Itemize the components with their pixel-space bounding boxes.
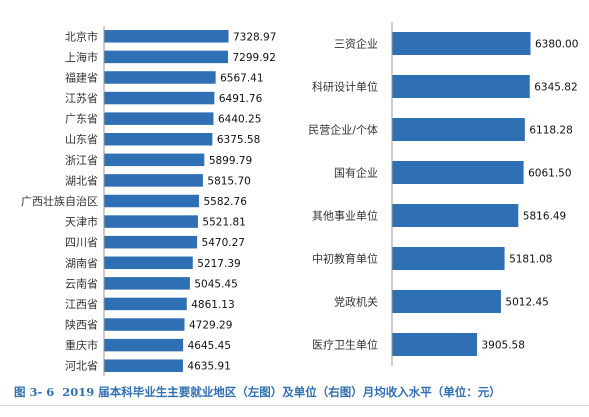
right-category-label: 三资企业 <box>334 37 378 51</box>
left-bar <box>104 112 214 125</box>
left-bar <box>104 215 198 228</box>
right-bar <box>392 75 530 98</box>
left-value-label: 5045.45 <box>194 278 237 290</box>
left-value-label: 6440.25 <box>218 114 261 126</box>
right-bar <box>392 290 501 313</box>
right-value-label: 5816.49 <box>523 211 566 223</box>
left-category-label: 湖南省 <box>65 257 98 270</box>
left-bar <box>104 235 198 249</box>
right-category-label: 国有企业 <box>334 166 378 180</box>
left-category-label: 上海市 <box>65 50 98 64</box>
left-bar <box>104 194 199 208</box>
caption-divider <box>0 405 589 406</box>
left-category-label: 山东省 <box>65 133 98 146</box>
left-category-label: 天津市 <box>65 215 98 229</box>
left-bar <box>104 277 190 290</box>
right-bar-chart: 三资企业 6380.00 科研设计单位 6345.82 民营企业/个体 6118.28 国有… <box>308 22 578 366</box>
left-value-label: 5899.79 <box>209 155 252 167</box>
right-bar <box>392 118 525 141</box>
right-category-label: 科研设计单位 <box>312 80 378 94</box>
figure-number: 图 3- 6 <box>14 385 55 399</box>
left-category-label: 陕西省 <box>65 318 98 332</box>
left-category-label: 广西壮族自治区 <box>21 194 98 208</box>
left-value-label: 7328.97 <box>233 31 276 43</box>
left-value-label: 5815.70 <box>207 175 250 187</box>
right-bar <box>392 32 531 55</box>
left-value-label: 4635.91 <box>187 361 230 373</box>
right-category-label: 民营企业/个体 <box>308 123 378 137</box>
figure-caption: 图 3- 6 2019 届本科毕业生主要就业地区（左图）及单位（右图）月均收入水平… <box>14 384 584 400</box>
right-bar <box>392 204 519 227</box>
left-category-label: 云南省 <box>65 277 98 290</box>
left-category-label: 福建省 <box>65 70 98 84</box>
left-bar <box>104 338 184 352</box>
left-value-label: 7299.92 <box>233 52 276 64</box>
left-category-label: 浙江省 <box>65 154 98 167</box>
right-bar <box>392 247 505 270</box>
right-value-label: 6061.50 <box>528 168 571 180</box>
left-category-label: 江西省 <box>65 298 98 311</box>
left-category-label: 重庆市 <box>65 338 98 352</box>
right-value-label: 6380.00 <box>535 39 578 51</box>
left-bar-chart: 北京市 7328.97 上海市 7299.92 福建省 6567.41 江苏省 6491.76… <box>21 26 276 376</box>
left-bar <box>104 91 215 105</box>
left-category-label: 江苏省 <box>65 92 98 105</box>
right-value-label: 5012.45 <box>505 297 548 309</box>
left-value-label: 5521.81 <box>202 217 245 229</box>
left-bar <box>104 71 216 84</box>
right-category-label: 医疗卫生单位 <box>312 338 378 352</box>
left-value-label: 4645.45 <box>188 340 231 352</box>
right-category-label: 党政机关 <box>334 295 378 309</box>
right-value-label: 3905.58 <box>481 340 524 352</box>
left-bar <box>104 318 185 331</box>
right-bar <box>392 161 524 184</box>
left-value-label: 6491.76 <box>219 93 263 105</box>
left-bar <box>104 359 183 372</box>
left-category-label: 湖北省 <box>65 174 98 187</box>
left-bar <box>104 297 187 311</box>
left-bar <box>104 30 229 43</box>
left-category-label: 四川省 <box>65 236 98 249</box>
left-bar <box>104 174 203 187</box>
left-bar <box>104 153 205 167</box>
right-value-label: 5181.08 <box>509 254 552 266</box>
figure-caption-text: 2019 届本科毕业生主要就业地区（左图）及单位（右图）月均收入水平（单位：元） <box>62 385 501 399</box>
right-category-label: 其他事业单位 <box>312 209 378 223</box>
left-value-label: 4729.29 <box>189 320 232 332</box>
right-value-label: 6118.28 <box>529 125 572 137</box>
left-category-label: 广东省 <box>65 113 98 126</box>
right-value-label: 6345.82 <box>534 82 577 94</box>
left-value-label: 6375.58 <box>217 134 260 146</box>
left-value-label: 4861.13 <box>191 299 234 311</box>
left-bar <box>104 132 213 146</box>
left-bar <box>104 50 229 64</box>
left-category-label: 河北省 <box>65 360 98 373</box>
left-bar <box>104 256 193 270</box>
left-category-label: 北京市 <box>65 29 98 43</box>
right-bar <box>392 333 477 356</box>
right-category-label: 中初教育单位 <box>312 252 378 266</box>
left-value-label: 5217.39 <box>197 258 240 270</box>
left-value-label: 5582.76 <box>203 196 247 208</box>
left-value-label: 5470.27 <box>202 237 245 249</box>
left-value-label: 6567.41 <box>220 72 263 84</box>
